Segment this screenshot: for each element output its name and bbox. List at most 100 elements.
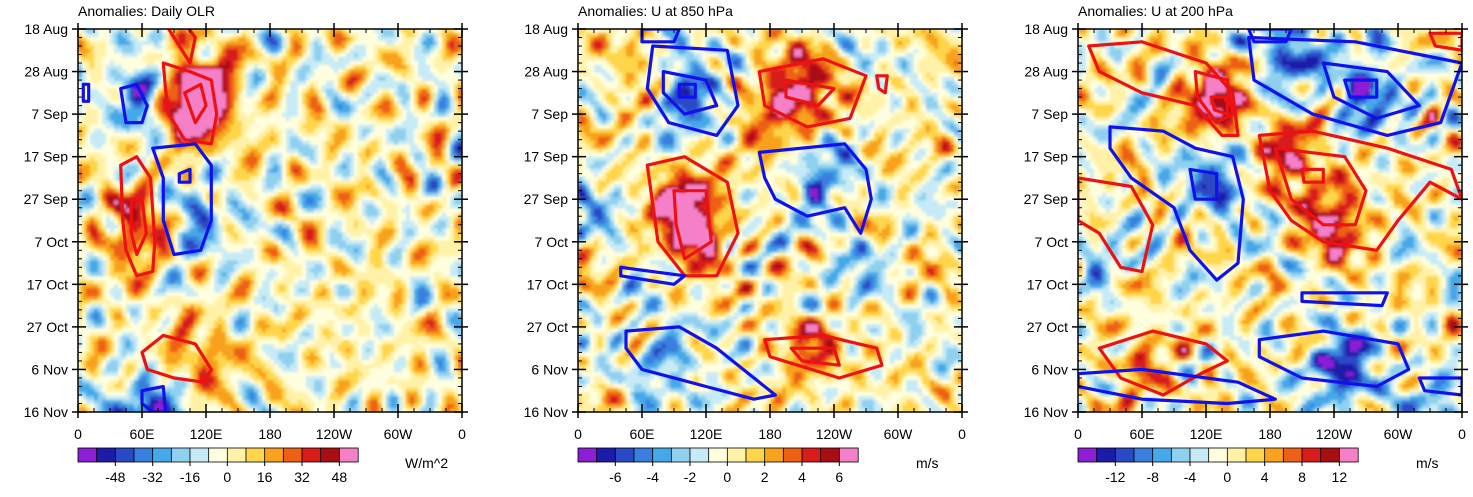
field-cell — [150, 64, 155, 70]
field-cell — [370, 29, 375, 34]
field-cell — [378, 192, 383, 198]
field-cell — [194, 88, 199, 94]
field-cell — [174, 29, 179, 34]
field-cell — [130, 56, 135, 62]
field-cell — [410, 232, 415, 238]
field-cell — [190, 232, 195, 238]
field-cell — [334, 64, 339, 70]
field-cell — [266, 72, 271, 78]
field-cell — [98, 184, 103, 190]
field-cell — [110, 44, 115, 50]
field-cell — [190, 212, 195, 218]
field-cell — [326, 60, 331, 66]
field-cell — [222, 184, 227, 190]
field-cell — [274, 84, 279, 90]
field-cell — [434, 124, 439, 130]
field-cell — [234, 136, 239, 142]
field-cell — [230, 180, 235, 186]
field-cell — [218, 172, 223, 178]
field-cell — [358, 120, 363, 126]
field-cell — [114, 172, 119, 178]
field-cell — [442, 148, 447, 154]
field-cell — [82, 72, 87, 78]
field-cell — [234, 116, 239, 122]
field-cell — [366, 112, 371, 118]
field-cell — [254, 32, 259, 38]
field-cell — [358, 72, 363, 78]
field-cell — [154, 32, 159, 38]
field-cell — [194, 156, 199, 162]
field-cell — [370, 204, 375, 210]
field-cell — [358, 29, 363, 34]
field-cell — [118, 156, 123, 162]
field-cell — [290, 224, 295, 230]
field-cell — [378, 40, 383, 46]
field-cell — [314, 64, 319, 70]
field-cell — [458, 184, 462, 190]
field-cell — [78, 108, 83, 114]
field-cell — [346, 100, 351, 106]
field-cell — [182, 72, 187, 78]
field-cell — [82, 56, 87, 62]
field-cell — [306, 48, 311, 54]
field-cell — [330, 84, 335, 90]
field-cell — [398, 64, 403, 70]
field-cell — [230, 29, 235, 34]
field-cell — [226, 48, 231, 54]
field-cell — [342, 224, 347, 230]
field-cell — [214, 44, 219, 50]
field-cell — [298, 48, 303, 54]
field-cell — [374, 56, 379, 62]
field-cell — [234, 96, 239, 102]
field-cell — [330, 116, 335, 122]
field-cell — [246, 192, 251, 198]
field-cell — [258, 200, 263, 206]
field-cell — [98, 112, 103, 118]
field-cell — [378, 208, 383, 214]
field-cell — [262, 232, 267, 238]
field-cell — [258, 216, 263, 222]
field-cell — [234, 52, 239, 58]
field-cell — [390, 88, 395, 94]
field-cell — [366, 196, 371, 202]
field-cell — [370, 208, 375, 214]
field-cell — [362, 32, 367, 38]
field-cell — [250, 32, 255, 38]
field-cell — [222, 208, 227, 214]
field-cell — [358, 136, 363, 142]
field-cell — [430, 164, 435, 170]
field-cell — [186, 29, 191, 34]
field-cell — [318, 72, 323, 78]
field-cell — [250, 44, 255, 50]
field-cell — [214, 60, 219, 66]
field-cell — [142, 148, 147, 154]
field-cell — [134, 212, 139, 218]
field-cell — [458, 76, 462, 82]
field-cell — [458, 172, 462, 178]
field-cell — [206, 128, 211, 134]
field-cell — [86, 220, 91, 226]
field-cell — [114, 44, 119, 50]
field-cell — [306, 184, 311, 190]
field-cell — [178, 224, 183, 230]
field-cell — [166, 80, 171, 86]
field-cell — [406, 108, 411, 114]
field-cell — [126, 116, 131, 122]
field-cell — [230, 228, 235, 234]
field-cell — [134, 32, 139, 38]
field-cell — [166, 88, 171, 94]
field-cell — [290, 56, 295, 62]
field-cell — [318, 112, 323, 118]
field-cell — [302, 116, 307, 122]
field-cell — [410, 184, 415, 190]
field-cell — [202, 232, 207, 238]
field-cell — [338, 192, 343, 198]
field-cell — [302, 108, 307, 114]
field-cell — [234, 68, 239, 74]
field-cell — [454, 60, 459, 66]
field-cell — [90, 148, 95, 154]
field-cell — [442, 116, 447, 122]
field-cell — [126, 44, 131, 50]
field-cell — [446, 192, 451, 198]
field-cell — [170, 136, 175, 142]
